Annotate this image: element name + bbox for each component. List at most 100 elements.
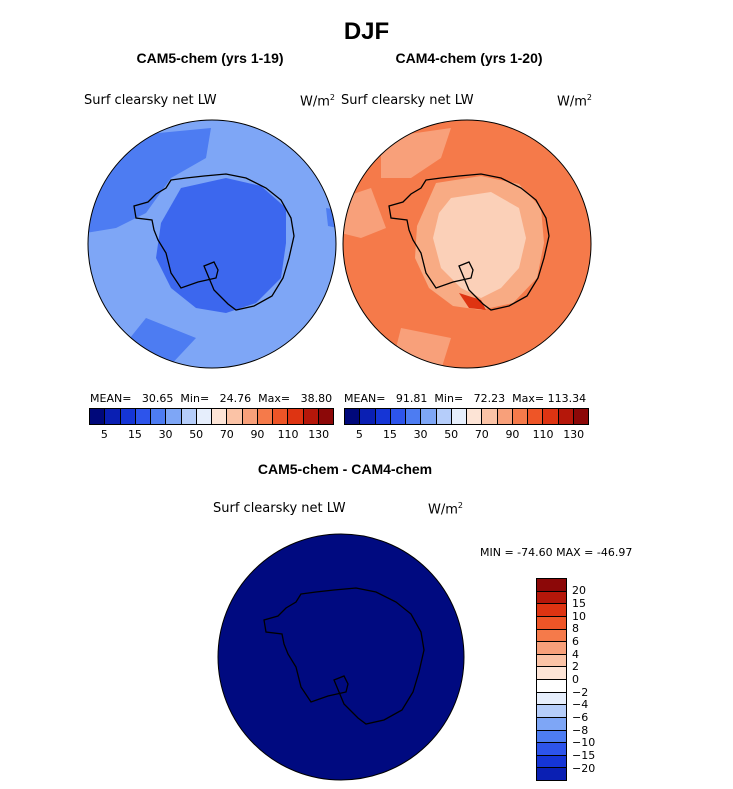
colorbar-tick-label: 4 [572,647,579,661]
polar-map-cam5 [87,119,337,369]
units-label-cam5: W/m2 [300,93,335,110]
colorbar-segment [90,409,106,424]
colorbar-segment [390,409,406,424]
colorbar-segment [375,409,391,424]
colorbar-ticks-cam5: 5 15 30 50 70 90 110 130 [89,428,334,442]
colorbar-segment [151,409,167,424]
panel-title-cam5: CAM5-chem (yrs 1-19) [136,50,284,66]
colorbar-segment [257,409,273,424]
colorbar-segment [537,755,566,769]
colorbar-tick-label: 15 [127,428,142,441]
colorbar-tick-label: 2 [572,660,579,674]
colorbar-tick-label: 130 [563,428,585,441]
variable-label-cam4: Surf clearsky net LW [341,93,474,108]
colorbar-segment [135,409,151,424]
colorbar-segment [181,409,197,424]
units-label-cam4: W/m2 [557,93,592,110]
colorbar-segment [537,768,566,780]
colorbar-segment [537,730,566,744]
colorbar-tick-label: 8 [572,622,579,636]
colorbar-segment [421,409,437,424]
colorbar-tick-label: −8 [572,723,589,737]
colorbar-diff [536,578,567,781]
ice-region-cam5 [156,178,286,313]
colorbar-tick-label: 0 [572,673,579,686]
colorbar-tick-label: 5 [355,428,363,441]
colorbar-segment [242,409,258,424]
colorbar-segment [537,629,566,643]
colorbar-segment [543,409,559,424]
colorbar-segment [212,409,228,424]
colorbar-tick-label: −10 [572,736,596,750]
colorbar-tick-label: 70 [474,428,489,441]
panel-title-diff: CAM5-chem - CAM4-chem [257,461,433,477]
colorbar-segment [573,409,588,424]
colorbar-tick-label: 15 [572,596,586,610]
colorbar-segment [303,409,319,424]
colorbar-segment [537,604,566,617]
colorbar-segment [537,680,566,693]
panel-title-cam4: CAM4-chem (yrs 1-20) [395,50,543,66]
colorbar-segment [537,705,566,718]
colorbar-segment [512,409,528,424]
antarctica-coast-cam5 [133,173,295,311]
colorbar-segment [537,579,566,592]
colorbar-segment [537,654,566,668]
colorbar-segment [497,409,513,424]
colorbar-tick-label: 50 [189,428,204,441]
colorbar-segment [105,409,121,424]
units-label-diff: W/m2 [428,501,463,518]
colorbar-segment [467,409,483,424]
variable-label-cam5: Surf clearsky net LW [84,93,217,108]
colorbar-tick-label: 110 [277,428,299,441]
colorbar-segment [482,409,498,424]
colorbar-segment [345,409,361,424]
colorbar-tick-label: 110 [532,428,554,441]
page-title: DJF [343,18,390,45]
colorbar-tick-label: 30 [413,428,428,441]
colorbar-segment [166,409,182,424]
colorbar-tick-label: 10 [572,609,586,623]
dark-spot-cam4 [459,293,486,310]
colorbar-tick-label: 70 [219,428,234,441]
stats-cam4: MEAN= 91.81 Min= 72.23 Max= 113.34 [344,392,587,405]
colorbar-segment [196,409,212,424]
colorbar-segment [436,409,452,424]
colorbar-tick-label: −4 [572,698,589,712]
colorbar-tick-label: −20 [572,761,596,775]
polar-map-diff [217,533,465,781]
colorbar-cam5 [89,408,334,425]
colorbar-segment [528,409,544,424]
colorbar-segment [537,717,566,731]
stats-cam5: MEAN= 30.65 Min= 24.76 Max= 38.80 [90,392,333,405]
ice-region-cam4 [433,192,526,298]
colorbar-tick-label: 6 [572,634,579,648]
colorbar-segment [537,667,566,680]
colorbar-ticks-cam4: 5 15 30 50 70 90 110 130 [344,428,589,442]
colorbar-tick-label: −15 [572,749,596,763]
colorbar-cam4 [344,408,589,425]
colorbar-segment [273,409,289,424]
colorbar-tick-label: 15 [382,428,397,441]
colorbar-segment [120,409,136,424]
colorbar-segment [318,409,333,424]
colorbar-tick-label: 130 [308,428,330,441]
colorbar-segment [537,642,566,655]
colorbar-segment [360,409,376,424]
colorbar-tick-label: 90 [250,428,265,441]
colorbar-segment [406,409,422,424]
minmax-diff: MIN = -74.60 MAX = -46.97 [480,546,633,559]
colorbar-tick-label: 5 [100,428,108,441]
colorbar-tick-label: −2 [572,685,589,699]
colorbar-segment [537,591,566,605]
polar-map-cam4 [342,119,592,369]
colorbar-segment [451,409,467,424]
colorbar-tick-label: 30 [158,428,173,441]
colorbar-tick-label: 50 [444,428,459,441]
colorbar-segment [558,409,574,424]
colorbar-segment [288,409,304,424]
variable-label-diff: Surf clearsky net LW [213,501,346,516]
colorbar-tick-label: −6 [572,711,589,725]
colorbar-tick-label: 90 [505,428,520,441]
colorbar-tick-label: 20 [572,584,586,598]
